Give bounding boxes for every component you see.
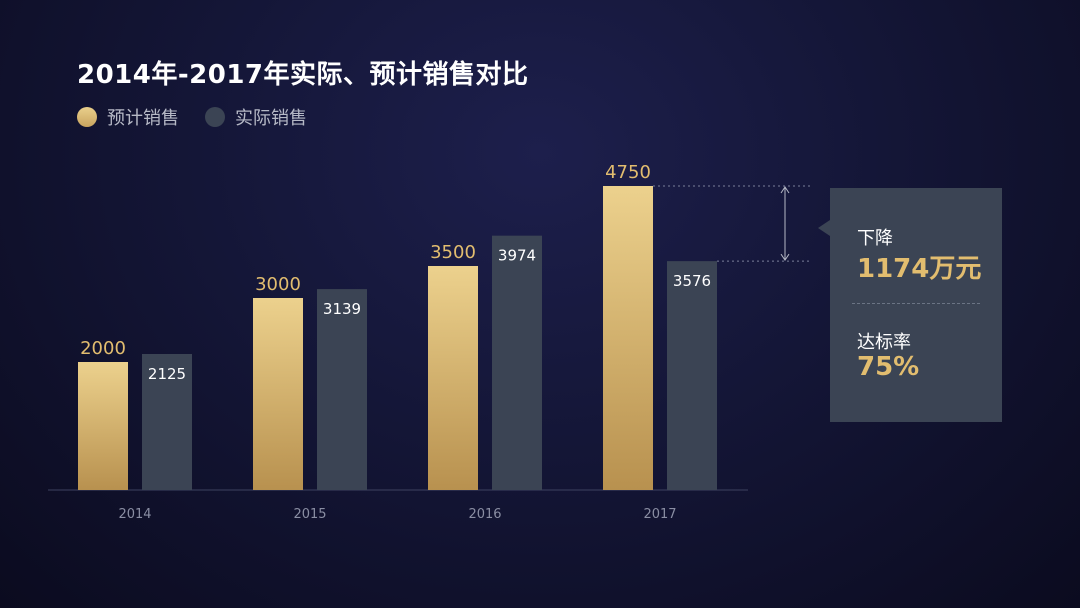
x-tick-label-2017: 2017 (643, 507, 676, 522)
data-label-actual-2016: 3974 (498, 247, 536, 265)
decline-label: 下降 (857, 228, 893, 249)
rate-label: 达标率 (857, 332, 911, 353)
bar-forecast-2016 (428, 266, 478, 490)
summary-callout: 下降 1174万元 达标率 75% (818, 188, 1002, 422)
callout-divider (852, 303, 980, 304)
bar-actual-2017 (667, 261, 717, 490)
data-label-actual-2015: 3139 (323, 300, 361, 318)
decline-value: 1174万元 (857, 254, 982, 284)
x-tick-label-2016: 2016 (468, 507, 501, 522)
rate-value: 75% (857, 352, 920, 382)
bar-forecast-2015 (253, 298, 303, 490)
legend-swatch-actual (205, 107, 225, 127)
chart-title: 2014年-2017年实际、预计销售对比 (77, 60, 529, 90)
data-label-forecast-2015: 3000 (255, 274, 301, 295)
bar-forecast-2014 (78, 362, 128, 490)
x-tick-label-2014: 2014 (118, 507, 151, 522)
bar-forecast-2017 (603, 186, 653, 490)
difference-arrow-down (780, 253, 790, 262)
data-label-forecast-2014: 2000 (80, 338, 126, 359)
bar-actual-2015 (317, 289, 367, 490)
difference-arrow-up (780, 186, 790, 194)
x-tick-label-2015: 2015 (293, 507, 326, 522)
data-label-actual-2014: 2125 (148, 365, 186, 383)
legend-label-forecast: 预计销售 (107, 108, 179, 129)
legend-swatch-forecast (77, 107, 97, 127)
legend-item-actual: 实际销售 (205, 104, 307, 130)
legend-item-forecast: 预计销售 (77, 104, 179, 130)
data-label-actual-2017: 3576 (673, 272, 711, 290)
data-label-forecast-2017: 4750 (605, 162, 651, 183)
data-label-forecast-2016: 3500 (430, 242, 476, 263)
bar-actual-2016 (492, 235, 542, 490)
legend: 预计销售 实际销售 (77, 104, 307, 130)
legend-label-actual: 实际销售 (235, 108, 307, 129)
bar-actual-2014 (142, 354, 192, 490)
